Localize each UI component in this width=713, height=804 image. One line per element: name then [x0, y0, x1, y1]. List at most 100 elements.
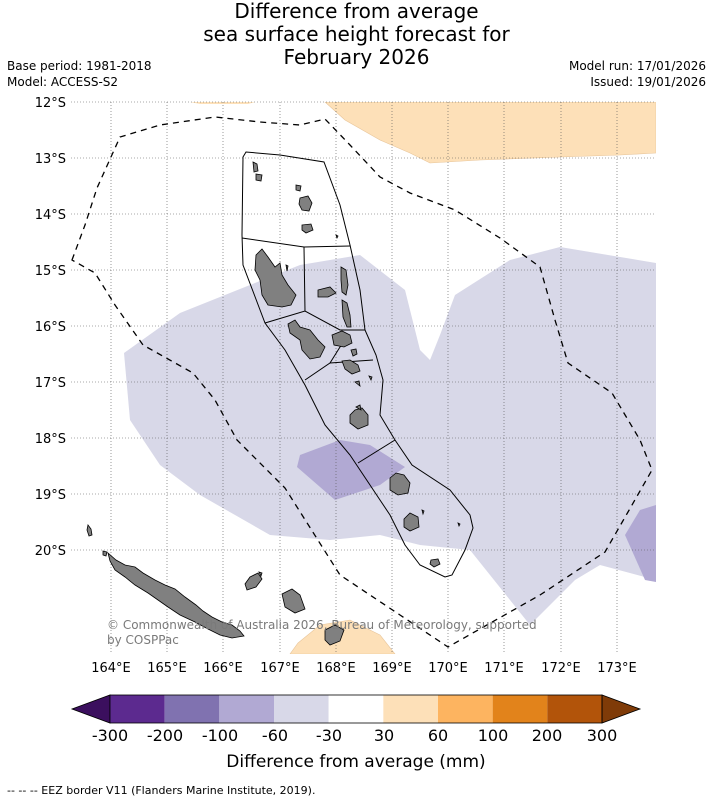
lon-label: 164°E: [91, 661, 131, 676]
anomaly-region-mid: [297, 440, 405, 500]
anomaly-region-positive-north: [324, 102, 656, 164]
island: [354, 380, 361, 387]
lon-label: 173°E: [597, 661, 637, 676]
lon-label: 170°E: [428, 661, 468, 676]
island: [301, 223, 314, 234]
colorbar-extend-high: [601, 694, 642, 724]
island: [429, 558, 441, 568]
colorbar-cell: [164, 695, 220, 723]
lat-label: 15°S: [35, 264, 66, 279]
islands: [86, 161, 461, 646]
anomaly-region-positive-sliver: [190, 102, 255, 104]
island: [295, 184, 302, 192]
anomaly-region-light: [124, 247, 656, 625]
island: [457, 522, 461, 528]
model-run: Model run: 17/01/2026: [568, 59, 706, 73]
title-line-3: February 2026: [283, 45, 430, 69]
lon-label: 166°E: [203, 661, 243, 676]
gridlines: [71, 101, 656, 654]
island: [258, 571, 263, 578]
credit-line-1: © Commonwealth of Australia 2026, Bureau…: [107, 618, 537, 632]
colorbar-tick-label: 200: [532, 726, 563, 745]
island-malekula: [287, 319, 326, 360]
island: [403, 512, 420, 532]
colorbar-tick-label: -100: [202, 726, 238, 745]
colorbar-tick-label: 300: [587, 726, 618, 745]
island: [102, 550, 108, 557]
island-espiritu-santo: [254, 248, 297, 308]
colorbar-title: Difference from average (mm): [226, 752, 485, 772]
lon-label: 167°E: [260, 661, 300, 676]
colorbar-tick-label: -60: [262, 726, 288, 745]
meta-left: Base period: 1981-2018 Model: ACCESS-S2: [7, 58, 152, 90]
colorbar-cell: [274, 695, 329, 723]
credit-line-2: by COSPPac: [107, 633, 179, 647]
island: [285, 264, 289, 272]
lon-label: 172°E: [541, 661, 581, 676]
island: [341, 299, 352, 328]
lat-label: 20°S: [35, 544, 66, 559]
longitude-labels: 164°E 165°E 166°E 167°E 168°E 169°E 170°…: [91, 661, 637, 676]
colorbar-tick-label: 100: [478, 726, 509, 745]
model-name: Model: ACCESS-S2: [7, 75, 119, 89]
base-period: Base period: 1981-2018: [7, 59, 152, 73]
island: [331, 330, 353, 348]
colorbar-tick-label: 30: [374, 726, 394, 745]
island: [281, 588, 306, 614]
lat-label: 16°S: [35, 320, 66, 335]
island: [244, 572, 263, 591]
island: [335, 234, 339, 240]
island: [340, 266, 349, 296]
colorbar-tick-label: -300: [92, 726, 128, 745]
island: [389, 472, 411, 496]
colorbar-frame: [109, 694, 603, 724]
island: [252, 161, 259, 173]
eez-border: [71, 116, 653, 648]
colorbar: -300 -200 -100 -60 -30 30 60 100 200 300…: [70, 694, 642, 772]
colorbar-cells: [70, 694, 642, 724]
lon-label: 165°E: [147, 661, 187, 676]
title-line-2: sea surface height forecast for: [203, 22, 510, 46]
island-new-caledonia: [107, 551, 245, 639]
lat-label: 18°S: [35, 432, 66, 447]
lat-label: 14°S: [35, 208, 66, 223]
anomaly-region-positive-south: [289, 619, 396, 654]
lat-label: 17°S: [35, 376, 66, 391]
island: [324, 624, 345, 646]
lon-label: 168°E: [316, 661, 356, 676]
lon-label: 169°E: [372, 661, 412, 676]
chart-title: Difference from average sea surface heig…: [0, 0, 713, 69]
title-line-1: Difference from average: [234, 0, 479, 23]
lat-label: 12°S: [35, 96, 66, 111]
island: [298, 195, 313, 212]
lat-label: 19°S: [35, 488, 66, 503]
island: [341, 359, 361, 375]
island: [355, 404, 362, 411]
island: [350, 348, 358, 357]
colorbar-cell: [492, 695, 548, 723]
colorbar-tick-label: -30: [316, 726, 342, 745]
colorbar-tick-label: 60: [428, 726, 448, 745]
lon-label: 171°E: [484, 661, 524, 676]
colorbar-cell: [110, 695, 165, 723]
colorbar-cell: [383, 695, 438, 723]
island: [421, 509, 425, 516]
colorbar-cell: [219, 695, 274, 723]
island: [317, 286, 337, 298]
colorbar-tick-label: -200: [147, 726, 183, 745]
island: [368, 375, 373, 382]
meta-right: Model run: 17/01/2026 Issued: 19/01/2026: [569, 58, 706, 90]
island: [255, 173, 263, 182]
lat-label: 13°S: [35, 152, 66, 167]
island: [86, 524, 93, 537]
map: © Commonwealth of Australia 2026, Bureau…: [35, 96, 656, 676]
latitude-labels: 12°S 13°S 14°S 15°S 16°S 17°S 18°S 19°S …: [35, 96, 66, 559]
colorbar-ticks: -300 -200 -100 -60 -30 30 60 100 200 300: [92, 726, 617, 745]
island-efate: [349, 407, 369, 430]
footnote: -- -- -- EEZ border V11 (Flanders Marine…: [7, 784, 316, 797]
anomaly-region-mid-east: [625, 505, 656, 582]
issued-date: Issued: 19/01/2026: [590, 75, 706, 89]
colorbar-cell: [328, 695, 384, 723]
colorbar-cell: [438, 695, 493, 723]
colorbar-extend-low: [70, 694, 111, 724]
